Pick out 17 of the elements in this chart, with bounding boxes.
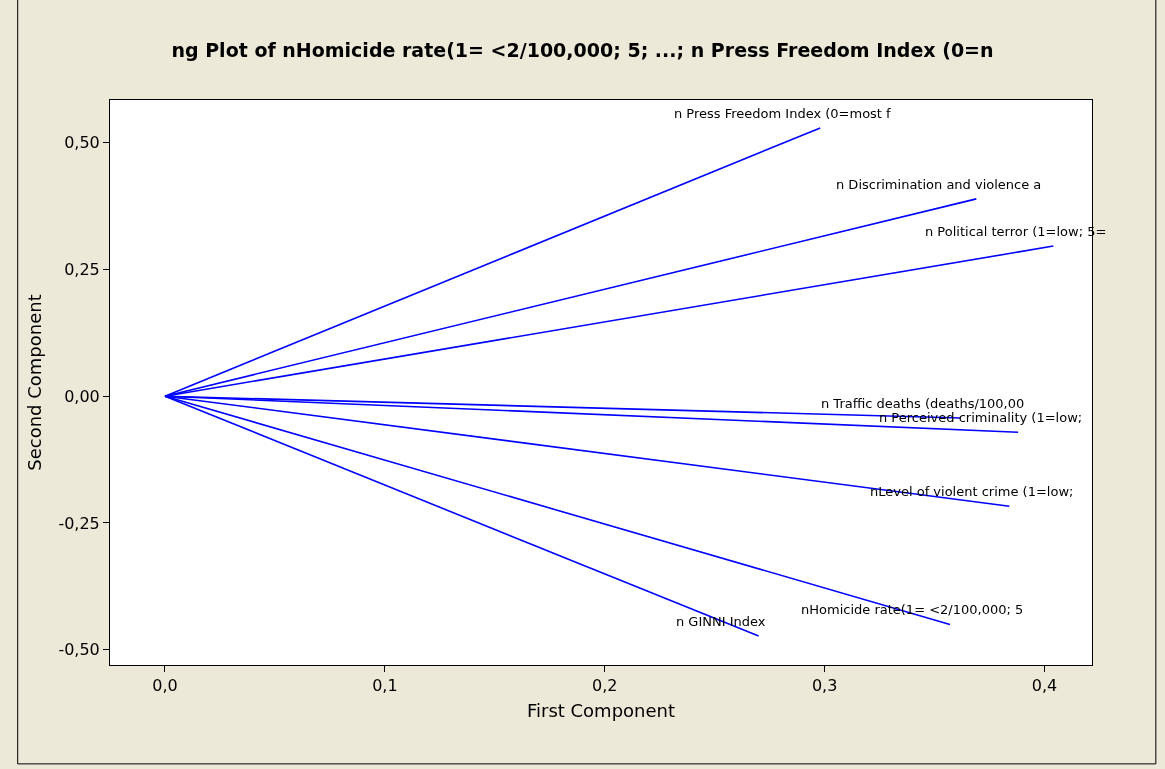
chart-title: ng Plot of nHomicide rate(1= <2/100,000; 5; ...; n Press Freedom Index (0=n [171, 38, 994, 61]
x-tick-label: 0,3 [811, 676, 838, 696]
series-label: n Traffic deaths (deaths/100,00 [821, 396, 1025, 411]
y-tick-label: 0,50 [64, 133, 100, 153]
x-tick-label: 0,0 [152, 676, 178, 696]
y-tick-label: 0,00 [64, 386, 100, 406]
x-tick-label: 0,2 [592, 676, 618, 696]
x-axis-title: First Component [526, 700, 676, 722]
y-tick-label: -0,50 [58, 640, 100, 660]
text: n Press Freedom Index (0=most f [674, 106, 892, 121]
x-tick-label: 0,4 [1031, 676, 1058, 696]
y-tick-label: -0,25 [58, 513, 100, 533]
series-label: n Discrimination and violence a [836, 177, 1042, 192]
y-tick-label: 0,25 [64, 260, 100, 279]
series-label: n GINNI Index [676, 614, 766, 629]
x-tick-label: 0,1 [372, 676, 398, 696]
y-axis-title: Second Component [23, 294, 45, 471]
